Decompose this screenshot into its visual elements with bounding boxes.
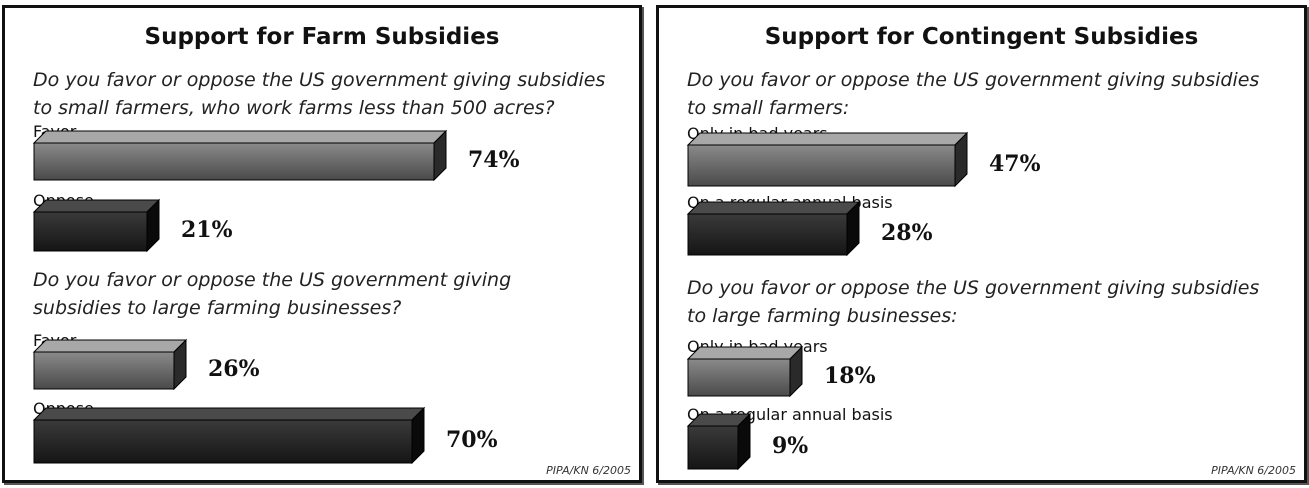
question-line: Do you favor or oppose the US government… [687, 69, 1260, 91]
bar-oppose-small [32, 198, 161, 253]
question-line: Do you favor or oppose the US government… [33, 269, 512, 291]
bar-oppose-large [32, 406, 426, 465]
question-line: to large farming businesses: [687, 305, 958, 327]
bar-top-face [686, 132, 969, 146]
question-line: Do you favor or oppose the US government… [687, 277, 1260, 299]
chart-title: Support for Farm Subsidies [144, 24, 500, 50]
bar-top-face [32, 339, 188, 353]
bar-front-face [687, 144, 956, 187]
bar-top-face [32, 130, 448, 144]
bar-bad-years-small [686, 131, 969, 188]
chart-panel-farm-subsidies: Support for Farm Subsidies Do you favor … [2, 5, 642, 483]
data-label-oppose-small: 21% [181, 217, 233, 243]
data-label-annual-small: 28% [881, 220, 933, 246]
bar-front-face [687, 358, 791, 397]
bar-top-face [32, 199, 161, 213]
bar-front-face [33, 419, 413, 464]
bar-top-face [32, 407, 426, 421]
bar-top-face [686, 346, 804, 360]
data-label-favor-small: 74% [468, 147, 520, 173]
data-label-bad-years-large: 18% [824, 363, 876, 389]
bar-top-face [686, 201, 861, 215]
bar-favor-large [32, 338, 188, 391]
source-note: PIPA/KN 6/2005 [546, 464, 631, 477]
chart-title: Support for Contingent Subsidies [764, 24, 1199, 50]
bar-front-face [687, 425, 739, 470]
source-note: PIPA/KN 6/2005 [1211, 464, 1296, 477]
question-line: subsidies to large farming businesses? [33, 297, 402, 319]
bar-front-face [33, 211, 148, 252]
question-large-farming: Do you favor or oppose the US government… [33, 266, 511, 322]
bar-annual-large [686, 412, 752, 471]
question-line: to small farmers: [687, 97, 850, 119]
bar-front-face [687, 213, 848, 256]
question-small-farmers: Do you favor or oppose the US government… [33, 66, 605, 122]
chart-panel-contingent-subsidies: Support for Contingent Subsidies Do you … [656, 5, 1307, 483]
question-small-farmers: Do you favor or oppose the US government… [687, 66, 1259, 122]
bar-bad-years-large [686, 345, 804, 398]
bar-annual-small [686, 200, 861, 257]
data-label-annual-large: 9% [772, 433, 809, 459]
question-large-farming: Do you favor or oppose the US government… [687, 274, 1259, 330]
data-label-oppose-large: 70% [446, 427, 498, 453]
data-label-favor-large: 26% [208, 356, 260, 382]
bar-front-face [33, 351, 175, 390]
bar-front-face [33, 142, 435, 181]
bar-favor-small [32, 129, 448, 182]
data-label-bad-years-small: 47% [989, 151, 1041, 177]
question-line: Do you favor or oppose the US government… [33, 69, 606, 91]
question-line: to small farmers, who work farms less th… [33, 97, 555, 119]
